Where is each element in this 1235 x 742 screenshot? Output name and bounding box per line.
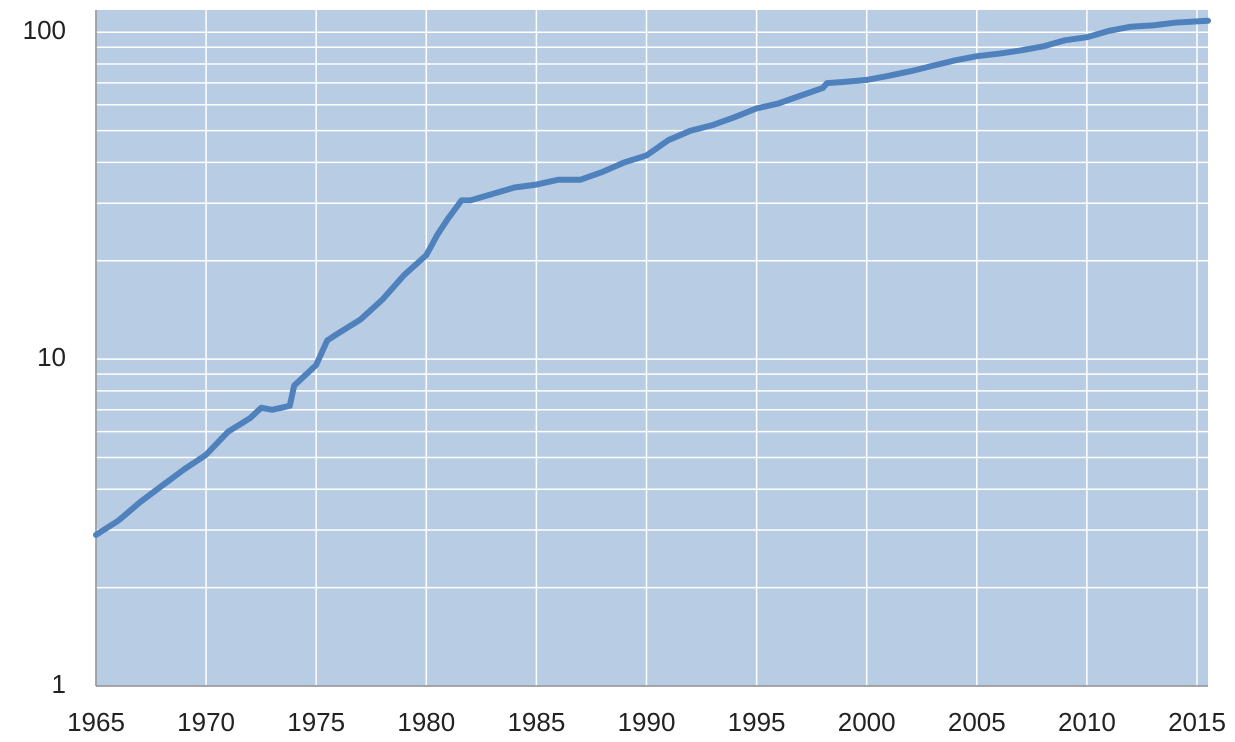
x-tick-label: 1965 <box>67 707 125 737</box>
x-tick-label: 2015 <box>1168 707 1226 737</box>
y-tick-label: 1 <box>52 669 66 699</box>
y-tick-label: 100 <box>23 15 66 45</box>
plot-area <box>96 10 1208 686</box>
x-tick-label: 1990 <box>618 707 676 737</box>
x-tick-label: 2000 <box>838 707 896 737</box>
x-tick-label: 1970 <box>177 707 235 737</box>
data-line <box>93 17 1211 538</box>
x-tick-label: 1980 <box>397 707 455 737</box>
x-tick-label: 1985 <box>507 707 565 737</box>
x-tick-label: 2010 <box>1058 707 1116 737</box>
x-tick-label: 1975 <box>287 707 345 737</box>
x-tick-label: 2005 <box>948 707 1006 737</box>
y-tick-label: 10 <box>37 342 66 372</box>
x-tick-label: 1995 <box>728 707 786 737</box>
